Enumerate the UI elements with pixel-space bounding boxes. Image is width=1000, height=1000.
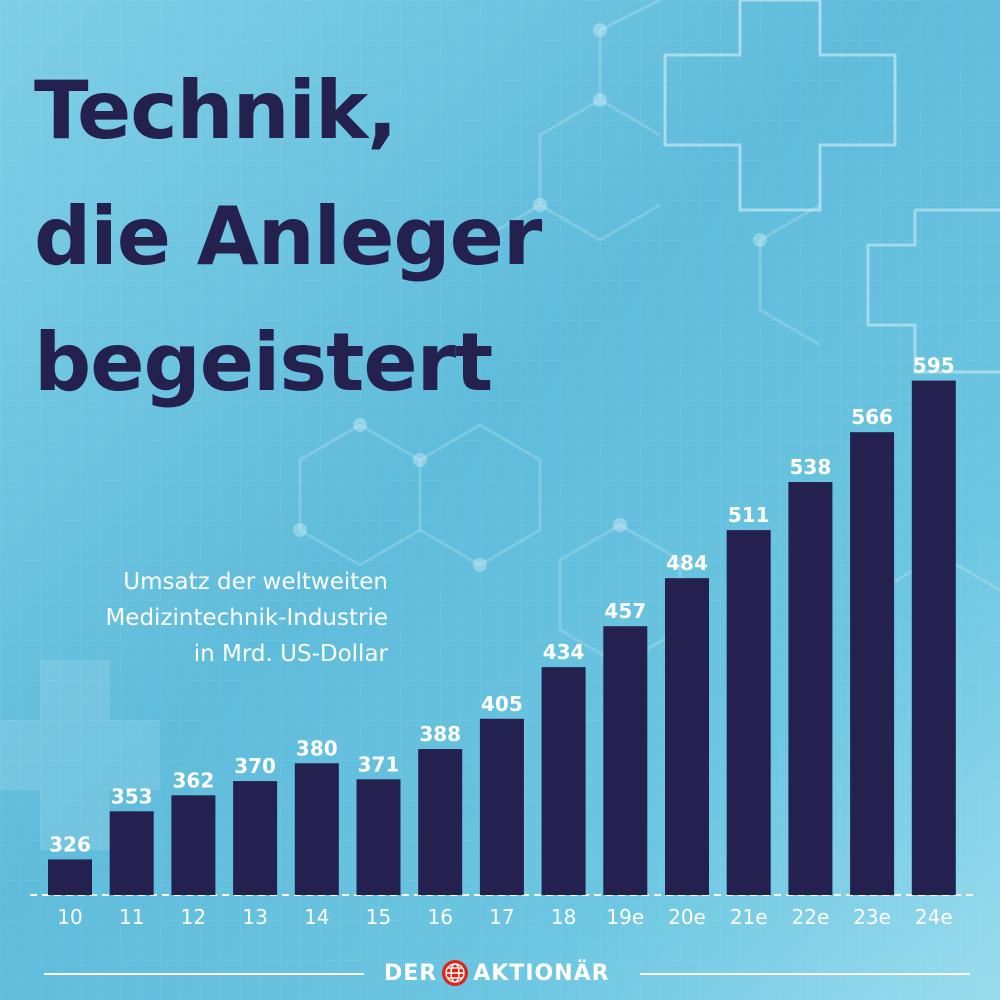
subtitle-line: in Mrd. US-Dollar <box>193 641 388 667</box>
x-tick-label: 11 <box>119 905 144 929</box>
bar <box>665 578 709 895</box>
data-label: 434 <box>543 640 585 664</box>
medical-cross-icon <box>866 208 1000 374</box>
data-label: 511 <box>728 503 770 527</box>
x-tick-label: 19e <box>606 905 644 929</box>
bar <box>603 626 648 895</box>
chart-subtitle: Umsatz der weltweiten Medizintechnik-Ind… <box>0 564 388 672</box>
data-label: 566 <box>851 405 893 429</box>
x-tick-label: 14 <box>304 905 329 929</box>
x-tick-label: 24e <box>915 905 953 929</box>
data-label: 371 <box>358 752 400 776</box>
bar <box>726 530 771 895</box>
footer-divider <box>640 973 970 975</box>
bar <box>541 667 586 895</box>
brand-logo: DER AKTIONÄR <box>384 956 610 990</box>
x-tick-label: 16 <box>427 905 452 929</box>
subtitle-line: Umsatz der weltweiten <box>123 569 388 595</box>
medical-cross-icon <box>663 0 897 212</box>
x-tick-label: 12 <box>181 905 206 929</box>
data-label: 370 <box>234 754 276 778</box>
data-label: 538 <box>790 455 832 479</box>
x-tick-label: 13 <box>242 905 267 929</box>
footer-divider <box>44 973 364 975</box>
brand-text-right: AKTIONÄR <box>473 960 610 986</box>
data-label: 388 <box>419 722 461 746</box>
data-label: 380 <box>296 736 338 760</box>
data-label: 405 <box>481 692 523 716</box>
data-label: 595 <box>913 354 955 378</box>
data-label: 326 <box>49 832 91 856</box>
x-tick-label: 20e <box>668 905 706 929</box>
bar <box>911 380 956 896</box>
bar <box>850 432 895 895</box>
bar <box>294 763 339 895</box>
bar <box>479 718 524 895</box>
subtitle-line: Medizintechnik-Industrie <box>105 605 388 631</box>
data-label: 457 <box>604 599 646 623</box>
x-tick-label: 23e <box>853 905 891 929</box>
headline-line: begeistert <box>34 316 493 409</box>
bar <box>171 795 216 895</box>
headline: Technik, die Anleger begeistert <box>34 48 542 426</box>
x-tick-label: 21e <box>730 905 768 929</box>
bar <box>356 779 401 895</box>
bar <box>233 781 278 895</box>
headline-line: Technik, <box>34 64 398 157</box>
x-tick-label: 18 <box>551 905 576 929</box>
medical-cross-icon <box>0 660 160 850</box>
bar <box>48 859 92 895</box>
headline-line: die Anleger <box>34 190 542 283</box>
brand-text-left: DER <box>384 960 438 986</box>
data-label: 353 <box>111 784 153 808</box>
globe-icon <box>442 960 469 986</box>
x-tick-label: 15 <box>366 905 391 929</box>
data-label: 362 <box>173 768 215 792</box>
bar <box>109 811 154 895</box>
bar <box>418 749 463 895</box>
bar <box>788 482 833 895</box>
x-tick-label: 22e <box>792 905 830 929</box>
data-label: 484 <box>666 551 708 575</box>
x-tick-label: 17 <box>489 905 514 929</box>
x-tick-label: 10 <box>57 905 82 929</box>
